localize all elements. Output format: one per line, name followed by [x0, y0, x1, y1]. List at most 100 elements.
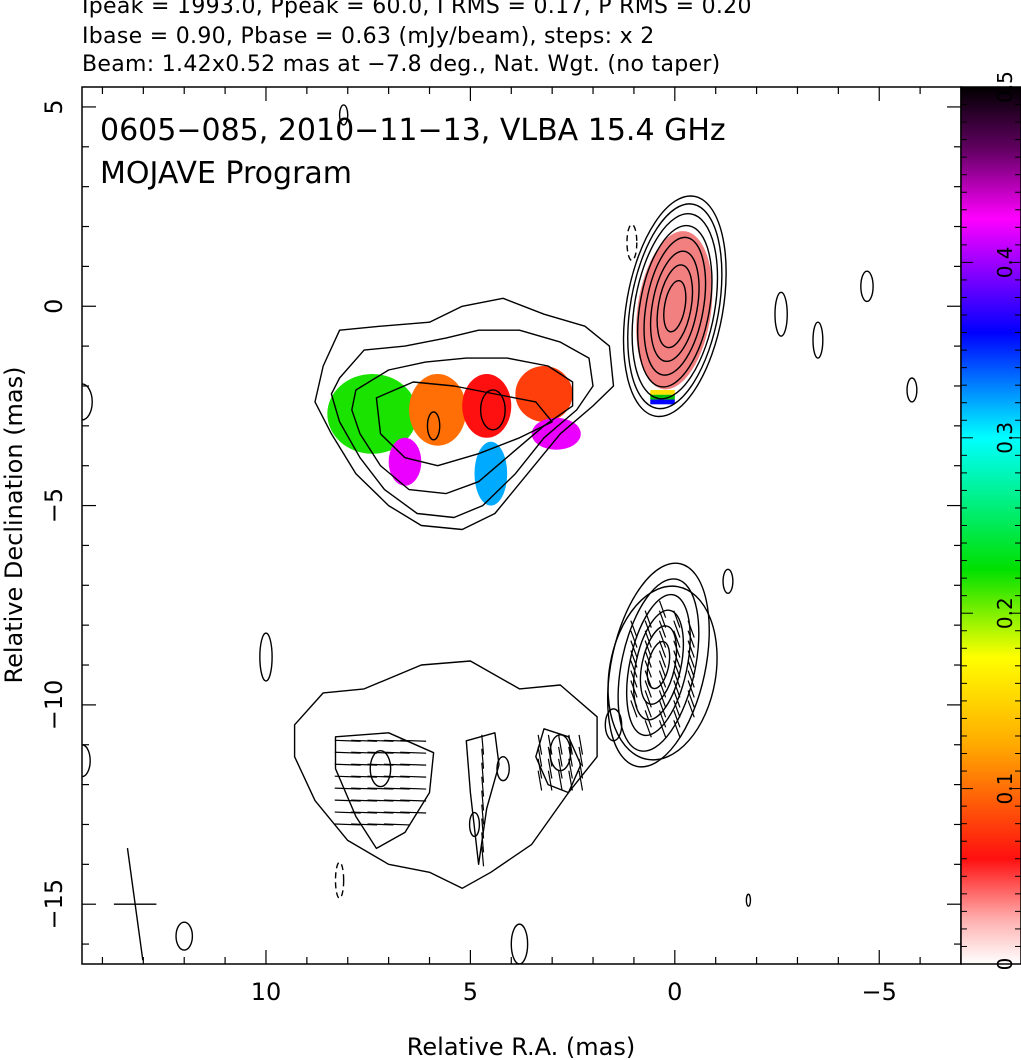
evpa-vector-core — [673, 710, 681, 728]
evpa-vector-jet — [481, 748, 485, 769]
evpa-vector-jet — [400, 763, 427, 766]
noise-contour — [722, 568, 734, 594]
evpa-vector-core — [630, 670, 638, 688]
evpa-vector-core — [644, 680, 652, 698]
evpa-vector-core — [687, 650, 695, 668]
colorbar-tick-label: 0.4 — [993, 246, 1017, 278]
evpa-vector-jet — [547, 770, 553, 791]
evpa-vector-core — [658, 650, 667, 668]
evpa-vector-core — [658, 620, 667, 638]
evpa-vector-core — [644, 670, 652, 688]
axis-ticks — [82, 87, 962, 964]
evpa-vector-jet — [578, 746, 584, 767]
evpa-vector-core — [644, 690, 652, 708]
polarization-patch — [327, 374, 418, 454]
noise-contour — [338, 104, 349, 126]
evpa-vector-jet — [400, 811, 427, 814]
colorbar-tick-label: 0 — [993, 958, 1017, 971]
core-contour-lower — [606, 562, 710, 768]
evpa-vector-core — [687, 640, 695, 658]
evpa-vector-core — [644, 630, 652, 648]
polarization-patch — [409, 374, 467, 446]
core-contour-lower — [626, 593, 691, 737]
x-tick-label: −5 — [862, 978, 897, 1006]
core-contour-lower — [632, 609, 685, 721]
evpa-vector-core — [687, 680, 695, 698]
plot-frame — [81, 86, 962, 965]
evpa-vector-core — [644, 610, 652, 628]
evpa-vector-jet — [578, 770, 584, 791]
evpa-vector-core — [673, 680, 681, 698]
plot-title: 0605−085, 2010−11−13, VLBA 15.4 GHz — [100, 113, 726, 148]
jet-contour-lower — [334, 732, 435, 850]
polarization-patch — [515, 366, 573, 422]
evpa-vector-core — [658, 680, 667, 698]
evpa-vector-core — [630, 650, 638, 668]
evpa-vector-jet — [568, 734, 573, 755]
noise-contour — [175, 921, 194, 951]
y-tick-label: −5 — [40, 488, 68, 523]
evpa-vector-core — [658, 640, 667, 658]
fractional-polarization-layer — [327, 231, 713, 506]
noise-contour — [259, 632, 273, 682]
evpa-vector-jet — [568, 770, 573, 791]
noise-contour — [774, 291, 788, 337]
evpa-vector-jet — [481, 762, 485, 783]
core-contour — [649, 250, 700, 363]
jet-contour-lower — [535, 728, 582, 794]
evpa-vector-core — [687, 620, 695, 638]
evpa-vector-core — [630, 640, 638, 658]
evpa-vector-jet — [558, 746, 563, 767]
evpa-vector-jet — [578, 758, 584, 779]
header-line-1: Ipeak = 1993.0, Ppeak = 60.0, I RMS = 0.… — [82, 0, 752, 19]
core-contour — [663, 279, 687, 333]
x-tick-label: 5 — [463, 978, 478, 1006]
y-tick-labels: 5 0 −5 −10 −15 — [40, 99, 68, 929]
polarization-patch — [388, 437, 422, 486]
evpa-vector-core — [644, 640, 652, 658]
header-line-2: Ibase = 0.90, Pbase = 0.63 (mJy/beam), s… — [82, 24, 655, 49]
evpa-vector-jet — [537, 746, 543, 767]
evpa-vector-core — [658, 660, 667, 678]
colorbar-ticks — [961, 86, 1021, 965]
evpa-vector-jet — [547, 746, 553, 767]
evpa-vector-jet — [558, 734, 563, 755]
evpa-vector-core — [658, 700, 667, 718]
negative-contour — [626, 223, 638, 262]
y-tick-label: 0 — [40, 299, 68, 314]
evpa-vector-core — [630, 680, 638, 698]
y-tick-label: 5 — [40, 99, 68, 114]
core-contour — [627, 203, 723, 410]
jet-contour — [330, 329, 594, 519]
evpa-vector-jet — [481, 776, 485, 797]
evpa-vector-core — [630, 700, 638, 718]
evpa-vector-jet — [400, 787, 427, 790]
x-tick-label: 0 — [667, 978, 682, 1006]
evpa-vector-core — [658, 690, 667, 708]
jet-contour-lower — [369, 750, 392, 788]
evpa-vector-core — [687, 700, 695, 718]
jet-contour-lower — [468, 811, 481, 838]
evpa-vector-core — [644, 720, 652, 738]
jet-contour — [314, 297, 615, 531]
evpa-vector-jet — [400, 751, 427, 754]
colorbar-tick-labels: 0 0.1 0.2 0.3 0.4 0.5 — [993, 71, 1017, 970]
evpa-vector-jet — [481, 832, 485, 853]
y-tick-label: −15 — [40, 879, 68, 930]
evpa-vector-jet — [481, 846, 485, 867]
core-polarization-edge — [650, 389, 675, 395]
core-contour — [656, 264, 694, 349]
evpa-vector-core — [658, 710, 667, 728]
noise-contour — [745, 893, 752, 907]
evpa-vector-core — [630, 690, 638, 708]
evpa-vector-core — [644, 710, 652, 728]
core-polarization-edge — [650, 394, 675, 400]
evpa-vector-core — [673, 610, 681, 628]
core-polarization-fill — [636, 231, 713, 390]
evpa-vector-jet — [558, 770, 563, 791]
evpa-vector-core — [687, 660, 695, 678]
noise-contour — [860, 270, 874, 303]
negative-contour — [334, 861, 345, 899]
evpa-vector-core — [658, 670, 667, 688]
